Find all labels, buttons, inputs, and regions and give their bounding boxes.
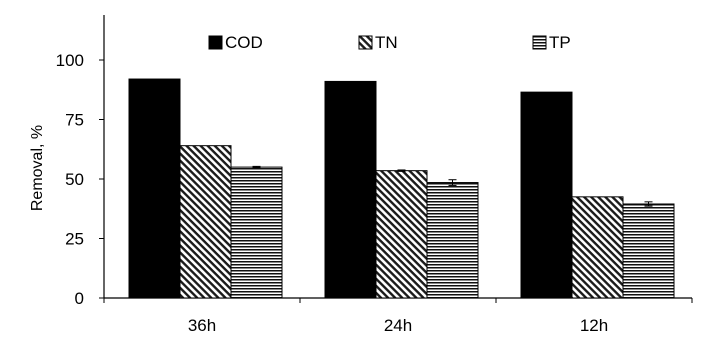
bar-tn-36h [179,145,232,299]
bar-cod-36h [128,78,181,299]
y-axis: 0 25 50 75 100 [56,15,105,308]
legend: COD TN TP [208,33,571,52]
legend-label-tn: TN [375,33,398,52]
bar-cod-24h [324,80,377,299]
bar-tp-24h [426,182,479,299]
y-axis-label: Removal, % [29,125,46,211]
x-axis: 36h 24h 12h [103,297,693,335]
legend-swatch-tn [358,35,373,50]
legend-swatch-tp [532,35,547,50]
y-tick-label: 100 [56,51,84,70]
legend-label-tp: TP [549,33,571,52]
x-tick-label: 24h [384,316,412,335]
y-tick-label: 25 [65,230,84,249]
bar-tp-12h [622,203,675,299]
y-tick-label: 50 [65,170,84,189]
bar-tn-12h [571,196,624,299]
x-tick-label: 36h [188,316,216,335]
legend-swatch-cod [208,35,223,50]
x-tick-label: 12h [580,316,608,335]
y-tick-label: 75 [65,111,84,130]
bars [128,78,675,299]
bar-cod-12h [520,91,573,299]
bar-tp-36h [230,166,283,299]
bar-tn-24h [375,170,428,299]
y-tick-label: 0 [75,289,84,308]
legend-label-cod: COD [225,33,263,52]
